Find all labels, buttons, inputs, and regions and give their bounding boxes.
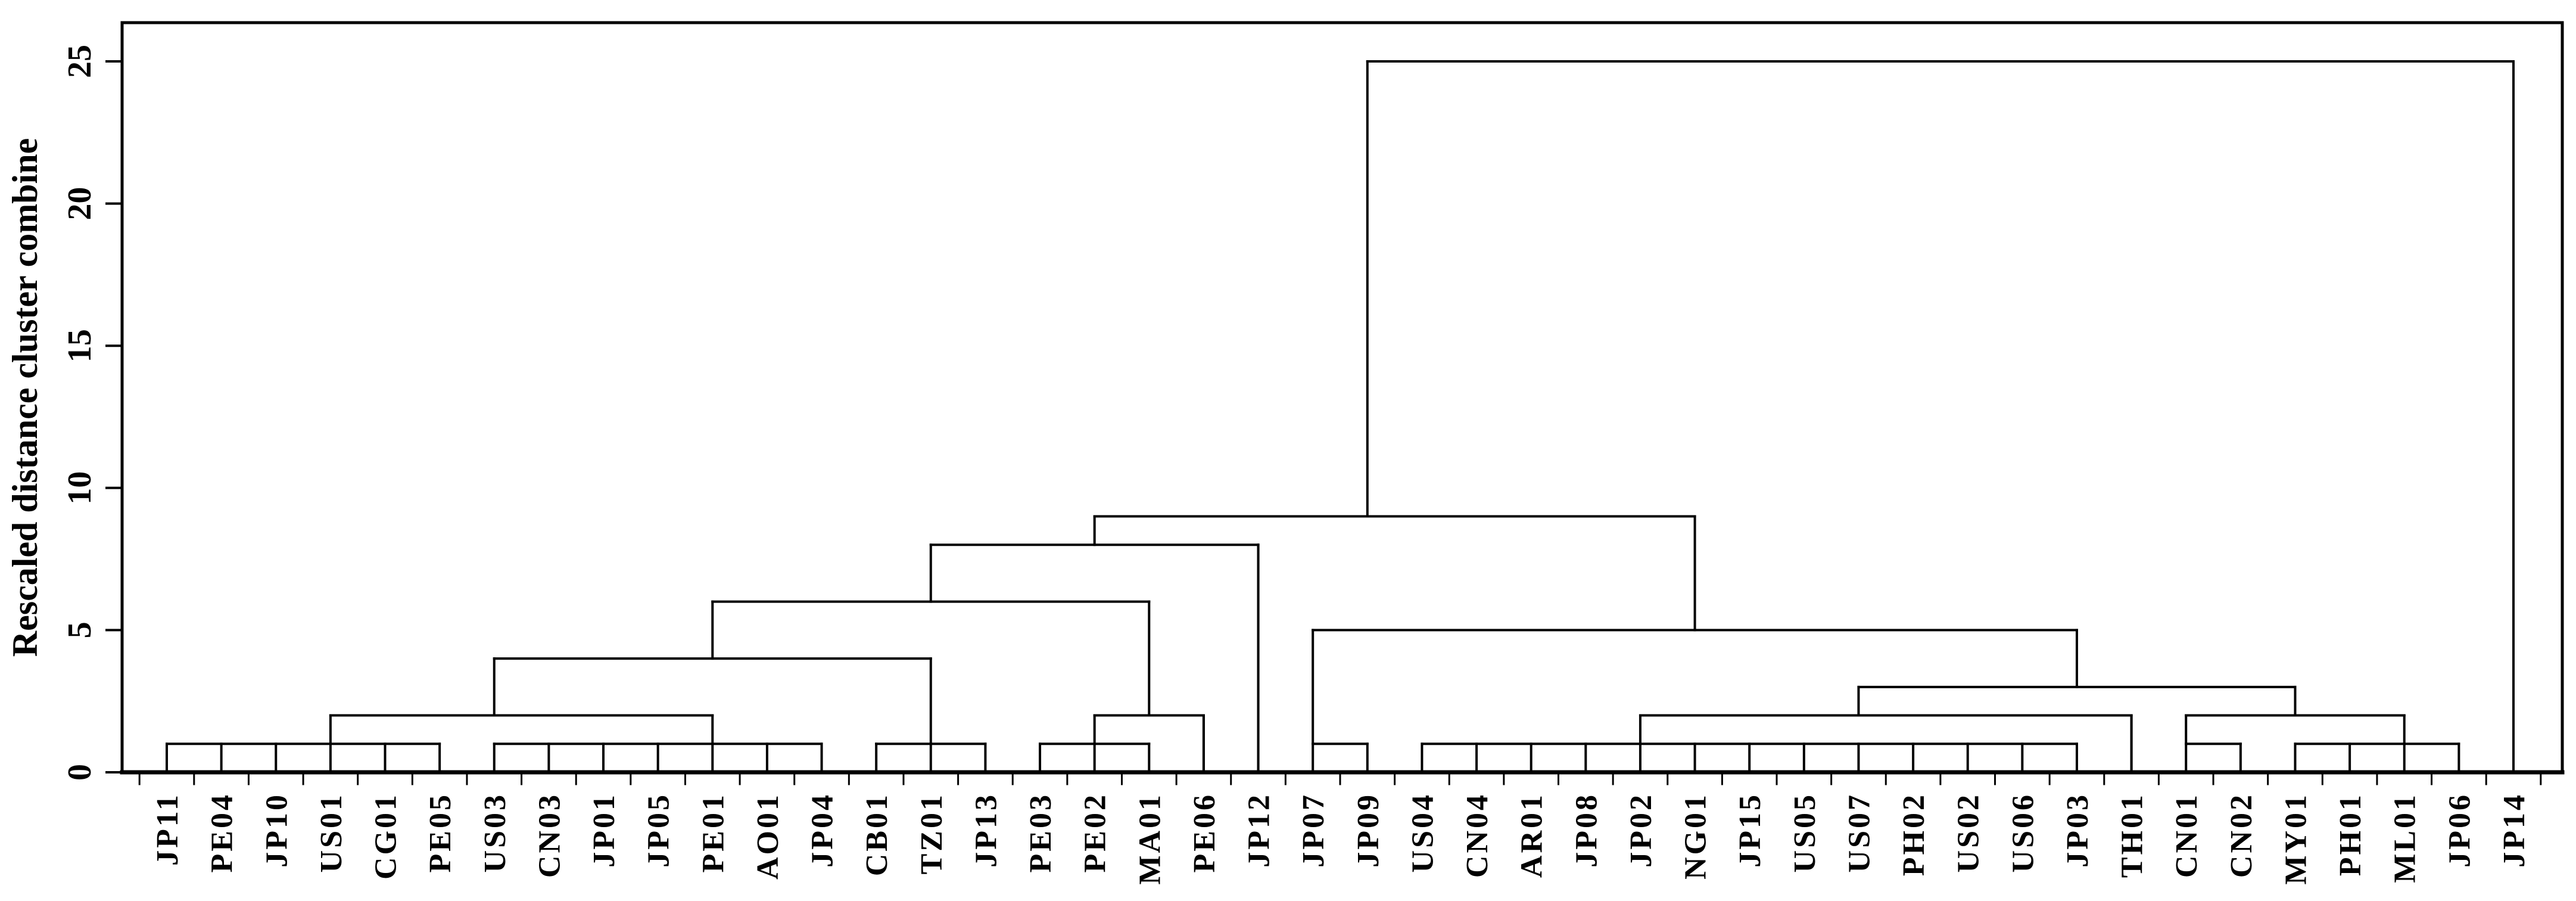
leaf-label-ML01: ML01	[2388, 793, 2422, 883]
leaf-label-JP14: JP14	[2497, 793, 2531, 868]
leaf-label-TH01: TH01	[2116, 793, 2150, 878]
leaf-label-PE02: PE02	[1079, 793, 1113, 872]
leaf-label-US03: US03	[478, 793, 512, 872]
y-tick-label-5: 5	[61, 622, 98, 638]
leaf-label-JP01: JP01	[587, 793, 621, 868]
leaf-label-US07: US07	[1842, 793, 1876, 872]
leaf-label-CB01: CB01	[860, 793, 894, 876]
leaf-label-JP06: JP06	[2443, 793, 2477, 868]
leaf-label-JP10: JP10	[260, 793, 294, 868]
leaf-label-JP13: JP13	[969, 793, 1003, 868]
leaf-label-US06: US06	[2006, 793, 2040, 872]
leaf-label-JP08: JP08	[1569, 793, 1603, 868]
leaf-label-MA01: MA01	[1133, 793, 1167, 885]
leaf-label-CG01: CG01	[369, 793, 403, 880]
y-tick-label-20: 20	[61, 187, 98, 220]
leaf-label-JP02: JP02	[1624, 793, 1658, 868]
leaf-label-US02: US02	[1952, 793, 1986, 872]
leaf-label-PE01: PE01	[696, 793, 730, 872]
leaf-label-PE03: PE03	[1024, 793, 1058, 872]
y-axis-title: Rescaled distance cluster combine	[5, 138, 45, 657]
leaf-label-JP05: JP05	[642, 793, 676, 868]
leaf-label-MY01: MY01	[2279, 793, 2313, 885]
leaf-label-JP03: JP03	[2061, 793, 2095, 868]
leaf-label-CN01: CN01	[2170, 793, 2204, 878]
leaf-label-US05: US05	[1788, 793, 1822, 872]
leaf-label-JP07: JP07	[1297, 793, 1331, 868]
leaf-label-PE04: PE04	[205, 793, 239, 872]
leaf-label-JP15: JP15	[1733, 793, 1767, 868]
leaf-label-AR01: AR01	[1515, 793, 1549, 878]
y-tick-label-15: 15	[61, 329, 98, 362]
leaf-label-JP04: JP04	[806, 793, 840, 868]
leaf-label-AO01: AO01	[751, 793, 785, 880]
leaf-label-JP12: JP12	[1242, 793, 1276, 868]
leaf-label-US01: US01	[314, 793, 348, 872]
leaf-label-JP11: JP11	[151, 793, 185, 866]
leaf-label-CN02: CN02	[2225, 793, 2259, 878]
y-tick-label-25: 25	[61, 45, 98, 78]
leaf-label-CN04: CN04	[1460, 793, 1494, 878]
leaf-label-PH01: PH01	[2334, 793, 2368, 876]
y-tick-label-10: 10	[61, 471, 98, 505]
leaf-label-PE06: PE06	[1188, 793, 1222, 872]
leaf-label-US04: US04	[1406, 793, 1440, 872]
leaf-label-CN03: CN03	[532, 793, 566, 878]
y-tick-label-0: 0	[61, 764, 98, 781]
leaf-label-TZ01: TZ01	[915, 793, 949, 874]
leaf-label-PE05: PE05	[423, 793, 457, 872]
leaf-label-JP09: JP09	[1351, 793, 1385, 868]
leaf-label-NG01: NG01	[1679, 793, 1713, 880]
leaf-label-PH02: PH02	[1897, 793, 1931, 876]
